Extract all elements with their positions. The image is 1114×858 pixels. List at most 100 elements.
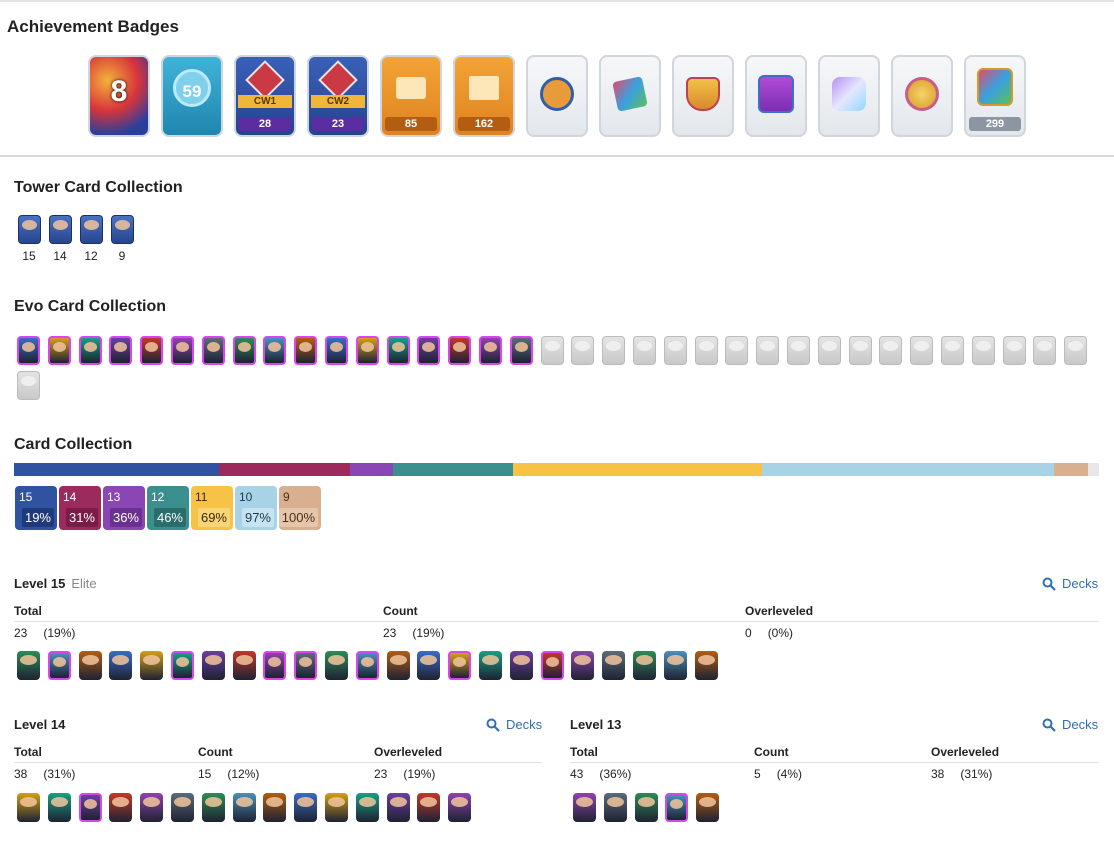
card-thumbnail[interactable]: [540, 336, 564, 365]
card-thumbnail[interactable]: [294, 651, 318, 680]
card-thumbnail[interactable]: [232, 336, 256, 365]
card-thumbnail[interactable]: [663, 651, 687, 680]
card-thumbnail[interactable]: [170, 793, 194, 822]
card-thumbnail[interactable]: [509, 651, 533, 680]
card-thumbnail[interactable]: [140, 793, 164, 822]
card-thumbnail[interactable]: [355, 651, 379, 680]
card-thumbnail[interactable]: [78, 336, 102, 365]
card-thumbnail[interactable]: [386, 651, 410, 680]
card-thumbnail[interactable]: [417, 651, 441, 680]
card-thumbnail[interactable]: [603, 793, 627, 822]
card-thumbnail[interactable]: [571, 651, 595, 680]
level-chip-12[interactable]: 12 46%: [147, 486, 189, 530]
card-thumbnail[interactable]: [910, 336, 934, 365]
card-thumbnail[interactable]: [78, 651, 102, 680]
card-thumbnail[interactable]: [478, 336, 502, 365]
card-thumbnail[interactable]: [170, 651, 194, 680]
card-thumbnail[interactable]: [848, 336, 872, 365]
cards-badge[interactable]: [599, 55, 661, 137]
card-thumbnail[interactable]: [201, 793, 225, 822]
card-thumbnail[interactable]: [663, 336, 687, 365]
card-thumbnail[interactable]: [417, 793, 441, 822]
card-thumbnail[interactable]: [263, 651, 287, 680]
card-thumbnail[interactable]: [263, 793, 287, 822]
skull-medal-badge[interactable]: [526, 55, 588, 137]
clan-war-1-badge[interactable]: CW1 28: [234, 55, 296, 137]
crown-banner-badge[interactable]: 162: [453, 55, 515, 137]
card-thumbnail[interactable]: [109, 793, 133, 822]
card-thumbnail[interactable]: [17, 651, 40, 680]
tower-card-cannoneer[interactable]: 14: [48, 215, 72, 263]
clan-war-2-badge[interactable]: CW2 23: [307, 55, 369, 137]
tower-card-dagger-duchess[interactable]: 12: [79, 215, 103, 263]
tickets-badge[interactable]: 85: [380, 55, 442, 137]
card-thumbnail[interactable]: [294, 793, 318, 822]
level-chip-14[interactable]: 14 31%: [59, 486, 101, 530]
gold-medal-badge[interactable]: [891, 55, 953, 137]
card-thumbnail[interactable]: [573, 793, 596, 822]
card-thumbnail[interactable]: [109, 651, 133, 680]
card-thumbnail[interactable]: [448, 651, 472, 680]
card-thumbnail[interactable]: [448, 336, 472, 365]
card-thumbnail[interactable]: [602, 336, 626, 365]
card-thumbnail[interactable]: [817, 336, 841, 365]
card-thumbnail[interactable]: [232, 793, 256, 822]
card-thumbnail[interactable]: [17, 336, 40, 365]
card-thumbnail[interactable]: [17, 793, 40, 822]
card-thumbnail[interactable]: [632, 336, 656, 365]
level-15-decks-link[interactable]: Decks: [1042, 576, 1098, 591]
card-thumbnail[interactable]: [140, 336, 164, 365]
card-thumbnail[interactable]: [1033, 336, 1057, 365]
level-chip-11[interactable]: 11 69%: [191, 486, 233, 530]
purple-king-badge[interactable]: [745, 55, 807, 137]
card-thumbnail[interactable]: [756, 336, 780, 365]
card-thumbnail[interactable]: [602, 651, 626, 680]
card-thumbnail[interactable]: [170, 336, 194, 365]
card-thumbnail[interactable]: [509, 336, 533, 365]
card-thumbnail[interactable]: [571, 336, 595, 365]
level-14-decks-link[interactable]: Decks: [486, 717, 542, 732]
card-thumbnail[interactable]: [879, 336, 903, 365]
crown-shield-badge[interactable]: [672, 55, 734, 137]
card-thumbnail[interactable]: [17, 371, 40, 400]
crystal-cards-badge[interactable]: [818, 55, 880, 137]
card-thumbnail[interactable]: [386, 793, 410, 822]
card-thumbnail[interactable]: [232, 651, 256, 680]
card-thumbnail[interactable]: [294, 336, 318, 365]
card-thumbnail[interactable]: [694, 651, 718, 680]
card-thumbnail[interactable]: [386, 336, 410, 365]
card-thumbnail[interactable]: [78, 793, 102, 822]
card-thumbnail[interactable]: [971, 336, 995, 365]
card-thumbnail[interactable]: [324, 651, 348, 680]
tower-card-princess[interactable]: 15: [17, 215, 41, 263]
card-thumbnail[interactable]: [665, 793, 689, 822]
card-thumbnail[interactable]: [263, 336, 287, 365]
card-thumbnail[interactable]: [1064, 336, 1088, 365]
card-thumbnail[interactable]: [725, 336, 749, 365]
card-thumbnail[interactable]: [324, 793, 348, 822]
card-thumbnail[interactable]: [201, 336, 225, 365]
card-thumbnail[interactable]: [696, 793, 720, 822]
card-thumbnail[interactable]: [540, 651, 564, 680]
card-thumbnail[interactable]: [109, 336, 133, 365]
card-thumbnail[interactable]: [478, 651, 502, 680]
level-chip-15[interactable]: 15 19%: [15, 486, 57, 530]
level-badge[interactable]: 59: [161, 55, 223, 137]
years-played-badge[interactable]: 8: [88, 55, 150, 137]
card-thumbnail[interactable]: [417, 336, 441, 365]
card-thumbnail[interactable]: [47, 336, 71, 365]
tower-card-royal-chef[interactable]: 9: [110, 215, 134, 263]
card-thumbnail[interactable]: [355, 336, 379, 365]
card-thumbnail[interactable]: [324, 336, 348, 365]
card-thumbnail[interactable]: [140, 651, 164, 680]
card-thumbnail[interactable]: [632, 651, 656, 680]
card-thumbnail[interactable]: [355, 793, 379, 822]
card-thumbnail[interactable]: [940, 336, 964, 365]
level-13-decks-link[interactable]: Decks: [1042, 717, 1098, 732]
card-thumbnail[interactable]: [694, 336, 718, 365]
level-chip-9[interactable]: 9 100%: [278, 486, 321, 530]
card-thumbnail[interactable]: [47, 651, 71, 680]
card-thumbnail[interactable]: [1002, 336, 1026, 365]
card-thumbnail[interactable]: [448, 793, 472, 822]
level-chip-13[interactable]: 13 36%: [103, 486, 145, 530]
